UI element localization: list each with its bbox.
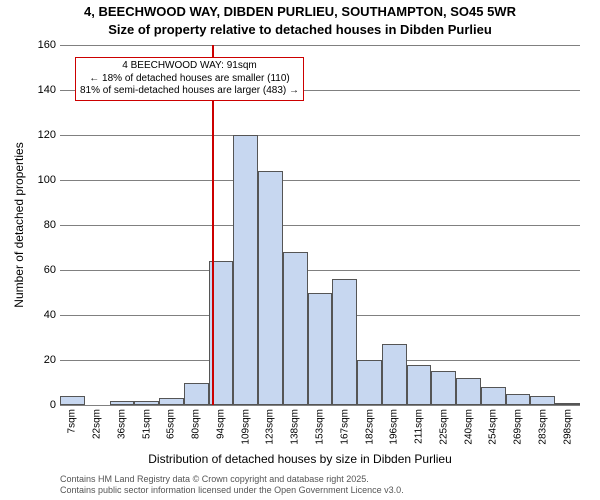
histogram-bar (134, 401, 159, 406)
x-tick-label: 225sqm (438, 409, 449, 445)
histogram-bar (60, 396, 85, 405)
x-axis-label: Distribution of detached houses by size … (0, 452, 600, 466)
histogram-bar (431, 371, 456, 405)
annotation-box: 4 BEECHWOOD WAY: 91sqm← 18% of detached … (75, 57, 304, 101)
x-tick-label: 298sqm (562, 409, 573, 445)
histogram-bar (233, 135, 258, 405)
histogram-bar (382, 344, 407, 405)
footer-attribution: Contains HM Land Registry data © Crown c… (60, 474, 404, 496)
histogram-bar (481, 387, 506, 405)
chart-title-line1: 4, BEECHWOOD WAY, DIBDEN PURLIEU, SOUTHA… (0, 4, 600, 19)
x-tick-label: 153sqm (315, 409, 326, 445)
gridline (60, 270, 580, 271)
histogram-bar (184, 383, 209, 406)
histogram-bar (258, 171, 283, 405)
histogram-bar (332, 279, 357, 405)
x-tick-label: 182sqm (364, 409, 375, 445)
x-tick-label: 36sqm (116, 409, 127, 439)
histogram-bar (159, 398, 184, 405)
histogram-chart: 4, BEECHWOOD WAY, DIBDEN PURLIEU, SOUTHA… (0, 0, 600, 500)
histogram-bar (407, 365, 432, 406)
gridline (60, 180, 580, 181)
x-tick-label: 254sqm (488, 409, 499, 445)
x-tick-label: 65sqm (166, 409, 177, 439)
chart-title-line2: Size of property relative to detached ho… (0, 22, 600, 37)
y-tick-label: 80 (16, 219, 56, 231)
x-tick-label: 94sqm (215, 409, 226, 439)
annotation-line3: 81% of semi-detached houses are larger (… (80, 85, 299, 98)
gridline (60, 225, 580, 226)
annotation-line1: 4 BEECHWOOD WAY: 91sqm (80, 60, 299, 73)
plot-area: 4 BEECHWOOD WAY: 91sqm← 18% of detached … (60, 45, 580, 405)
x-tick-label: 269sqm (513, 409, 524, 445)
footer-line1: Contains HM Land Registry data © Crown c… (60, 474, 404, 485)
x-tick-label: 196sqm (389, 409, 400, 445)
histogram-bar (530, 396, 555, 405)
histogram-bar (506, 394, 531, 405)
footer-line2: Contains public sector information licen… (60, 485, 404, 496)
histogram-bar (110, 401, 135, 406)
x-tick-label: 7sqm (67, 409, 78, 433)
y-tick-label: 140 (16, 84, 56, 96)
y-tick-label: 160 (16, 39, 56, 51)
histogram-bar (555, 403, 580, 405)
y-tick-label: 40 (16, 309, 56, 321)
y-tick-label: 20 (16, 354, 56, 366)
y-tick-label: 0 (16, 399, 56, 411)
x-tick-label: 240sqm (463, 409, 474, 445)
y-tick-label: 120 (16, 129, 56, 141)
x-tick-label: 123sqm (265, 409, 276, 445)
x-tick-label: 51sqm (141, 409, 152, 439)
y-tick-label: 100 (16, 174, 56, 186)
x-tick-label: 211sqm (414, 409, 425, 444)
x-tick-label: 80sqm (191, 409, 202, 439)
y-tick-label: 60 (16, 264, 56, 276)
histogram-bar (283, 252, 308, 405)
x-tick-label: 167sqm (339, 409, 350, 445)
gridline (60, 405, 580, 406)
histogram-bar (308, 293, 333, 406)
x-tick-label: 283sqm (537, 409, 548, 445)
histogram-bar (357, 360, 382, 405)
gridline (60, 135, 580, 136)
histogram-bar (456, 378, 481, 405)
x-tick-label: 109sqm (240, 409, 251, 445)
x-tick-label: 22sqm (92, 409, 103, 439)
gridline (60, 45, 580, 46)
annotation-line2: ← 18% of detached houses are smaller (11… (80, 73, 299, 86)
x-tick-label: 138sqm (290, 409, 301, 445)
